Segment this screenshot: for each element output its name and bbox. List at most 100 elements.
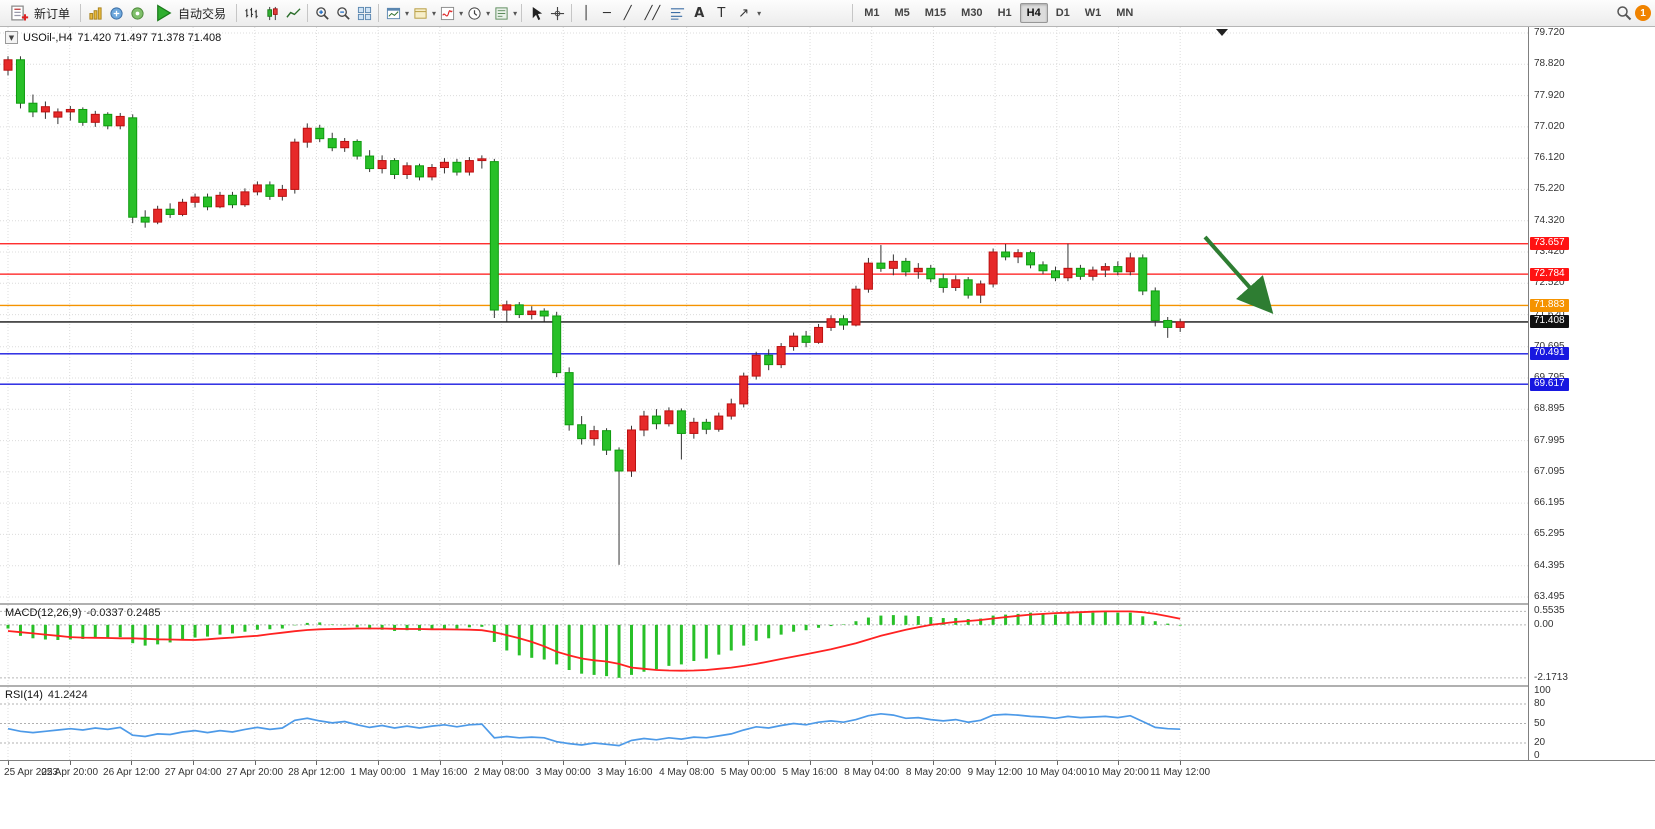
support-line-tag-2: 69.617 <box>1530 377 1569 391</box>
time-axis-label: 27 Apr 20:00 <box>226 767 284 778</box>
line-chart-type-icon[interactable] <box>283 2 303 24</box>
time-axis-label: 1 May 00:00 <box>350 767 406 778</box>
candlestick-type-icon[interactable] <box>262 2 282 24</box>
price-axis-label: 68.895 <box>1534 403 1565 415</box>
market-watch-icon[interactable] <box>85 2 105 24</box>
horizontal-line-tool-icon[interactable]: ─ <box>602 5 611 21</box>
zoom-in-icon[interactable] <box>312 2 332 24</box>
resistance-line-tag-1: 73.657 <box>1530 237 1569 251</box>
text-tool-icon[interactable]: A <box>694 5 705 21</box>
new-chart-icon[interactable] <box>383 2 403 24</box>
timeframe-w1-button[interactable]: W1 <box>1078 3 1109 23</box>
time-axis-label: 27 Apr 04:00 <box>164 767 222 778</box>
fibonacci-tool-icon[interactable] <box>667 2 687 24</box>
time-tick <box>563 761 565 765</box>
pivot-line-tag: 71.883 <box>1530 298 1569 312</box>
price-axis-label: 79.720 <box>1534 27 1565 38</box>
price-axis-label: 67.095 <box>1534 465 1565 477</box>
channel-tool-icon[interactable]: ╱╱ <box>644 5 661 21</box>
auto-trading-icon <box>157 4 172 22</box>
time-axis-label: 26 Apr 12:00 <box>103 767 160 778</box>
new-order-button[interactable]: 新订单 <box>4 2 76 24</box>
periods-icon[interactable] <box>464 2 484 24</box>
panel-divider[interactable] <box>0 685 1655 687</box>
profiles-icon[interactable] <box>410 2 430 24</box>
price-axis-label: 63.495 <box>1534 591 1565 602</box>
timeframe-d1-button[interactable]: D1 <box>1049 3 1077 23</box>
vertical-line-tool-icon[interactable]: │ <box>582 5 590 21</box>
time-tick <box>316 761 318 765</box>
current-price-tag: 71.408 <box>1530 315 1569 329</box>
toolbar-separator <box>307 4 309 22</box>
time-axis-label: 10 May 04:00 <box>1026 767 1088 778</box>
macd-axis-label: -2.1713 <box>1534 671 1568 683</box>
timeframe-m15-button[interactable]: M15 <box>918 3 953 23</box>
resistance-line-tag-2: 72.784 <box>1530 267 1569 281</box>
rsi-axis-label: 80 <box>1534 698 1546 709</box>
arrows-tool-caret-icon[interactable]: ▾ <box>757 8 762 18</box>
rsi-indicator-chart[interactable] <box>0 687 1528 760</box>
timeframe-h4-button[interactable]: H4 <box>1019 3 1048 23</box>
tile-windows-icon[interactable] <box>354 2 374 24</box>
zoom-out-icon[interactable] <box>333 2 353 24</box>
macd-axis-label: 0.5535 <box>1534 605 1565 617</box>
data-window-icon[interactable] <box>106 2 126 24</box>
time-axis-label: 5 May 16:00 <box>782 767 838 778</box>
macd-indicator-chart[interactable] <box>0 605 1528 685</box>
indicators-caret-icon[interactable]: ▾ <box>459 8 464 18</box>
templates-caret-icon[interactable]: ▾ <box>513 8 518 18</box>
label-tool-icon[interactable]: T <box>717 5 726 21</box>
price-axis-label: 71.620 <box>1534 308 1565 320</box>
toolbar-separator <box>80 4 82 22</box>
notification-badge[interactable]: 1 <box>1635 5 1651 21</box>
time-tick <box>1118 761 1120 765</box>
price-axis-label: 66.195 <box>1534 497 1565 509</box>
toolbar-separator <box>571 4 573 22</box>
arrows-tool-icon[interactable]: ↗ <box>738 5 750 21</box>
macd-axis-label: 0.00 <box>1534 618 1554 630</box>
panel-divider[interactable] <box>0 603 1655 605</box>
auto-trading-button[interactable]: 自动交易 <box>148 2 232 24</box>
candlestick-chart[interactable] <box>0 27 1528 603</box>
rsi-axis-label: 100 <box>1534 685 1551 696</box>
time-tick <box>748 761 750 765</box>
time-tick <box>995 761 997 765</box>
timeframe-m30-button[interactable]: M30 <box>954 3 989 23</box>
chart-collapse-icon[interactable]: ▼ <box>5 31 18 44</box>
crosshair-icon[interactable] <box>547 2 567 24</box>
time-tick <box>1180 761 1182 765</box>
time-axis[interactable]: 25 Apr 2023 25 Apr 20:00 26 Apr 12:00 27 Ap… <box>0 761 1528 783</box>
new-chart-caret-icon[interactable]: ▾ <box>405 8 410 18</box>
macd-name: MACD(12,26,9) <box>5 607 82 619</box>
trendline-tool-icon[interactable]: ╱ <box>623 5 632 21</box>
templates-icon[interactable] <box>491 2 511 24</box>
price-axis[interactable]: 79.720 78.820 77.920 77.020 76.120 75.220 74.3… <box>1528 27 1655 761</box>
cursor-icon[interactable] <box>526 2 546 24</box>
timeframe-m1-button[interactable]: M1 <box>857 3 886 23</box>
time-axis-label: 8 May 04:00 <box>844 767 900 778</box>
search-icon[interactable] <box>1614 2 1634 24</box>
indicators-icon[interactable] <box>437 2 457 24</box>
bar-chart-type-icon[interactable] <box>241 2 261 24</box>
periods-caret-icon[interactable]: ▾ <box>486 8 491 18</box>
time-tick <box>8 761 9 765</box>
chart-symbol-period: USOil-,H4 <box>23 31 73 44</box>
price-axis-label: 74.320 <box>1534 214 1565 226</box>
time-axis-label: 2 May 08:00 <box>474 767 530 778</box>
timeframe-h1-button[interactable]: H1 <box>991 3 1019 23</box>
timeframe-mn-button[interactable]: MN <box>1109 3 1140 23</box>
navigator-icon[interactable] <box>127 2 147 24</box>
time-tick <box>69 761 71 765</box>
price-axis-label: 78.820 <box>1534 58 1565 70</box>
time-tick <box>193 761 195 765</box>
time-axis-label: 4 May 08:00 <box>659 767 715 778</box>
time-tick <box>131 761 133 765</box>
chart-ohlc-quotes: 71.420 71.497 71.378 71.408 <box>77 31 222 44</box>
time-tick <box>439 761 441 765</box>
time-tick <box>624 761 626 765</box>
profiles-caret-icon[interactable]: ▾ <box>432 8 437 18</box>
time-tick <box>1056 761 1058 765</box>
time-tick <box>686 761 688 765</box>
timeframe-m5-button[interactable]: M5 <box>887 3 916 23</box>
chart-title: ▼ USOil-,H4 71.420 71.497 71.378 71.408 <box>5 31 221 44</box>
